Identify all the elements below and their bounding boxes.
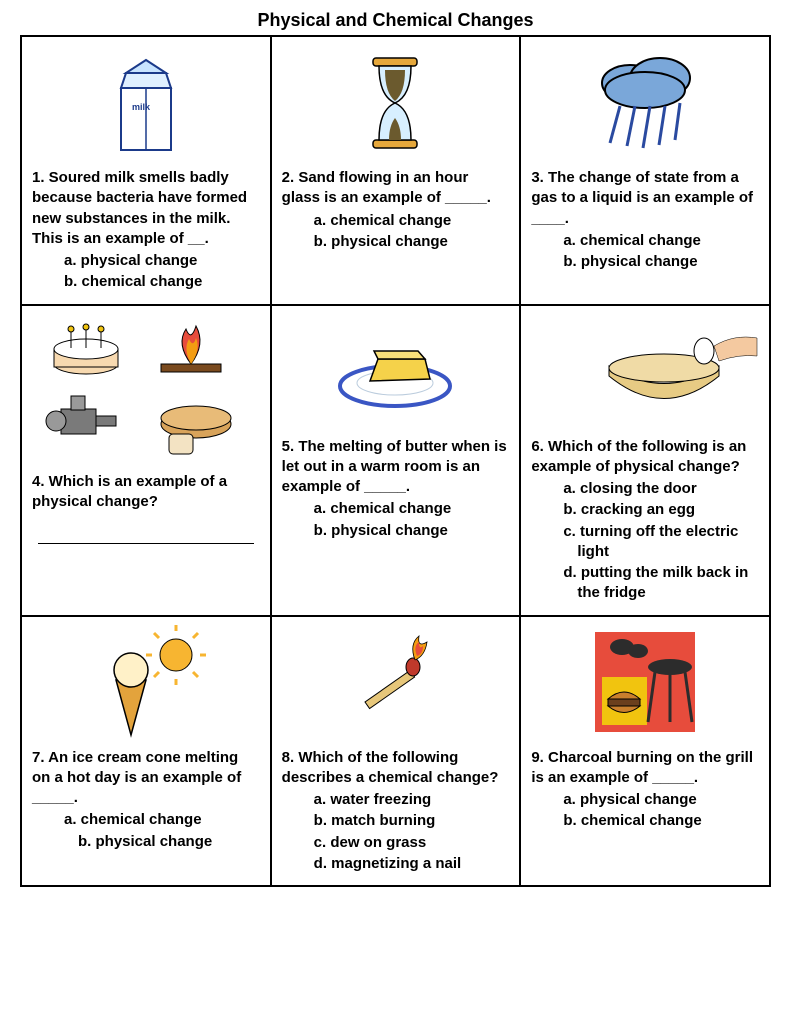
svg-text:milk: milk [132, 102, 151, 112]
hourglass-icon [282, 45, 510, 160]
cell-1: milk 1. Soured milk smells badly because… [21, 36, 271, 305]
page-title: Physical and Chemical Changes [20, 10, 771, 31]
option-3b: b. physical change [563, 252, 759, 272]
question-9: 9. Charcoal burning on the grill is an e… [531, 748, 759, 789]
butter-plate-icon [282, 314, 510, 429]
worksheet-grid: milk 1. Soured milk smells badly because… [20, 35, 771, 887]
option-7b: b. physical change [78, 832, 260, 852]
cell-4: 4. Which is an example of a physical cha… [21, 305, 271, 616]
rain-cloud-icon [531, 45, 759, 160]
option-9b: b. chemical change [563, 811, 759, 831]
option-2b: b. physical change [314, 232, 510, 252]
question-5: 5. The melting of butter when is let out… [282, 437, 510, 498]
option-8a: a. water freezing [314, 790, 510, 810]
options-7: a. chemical change b. physical change [64, 810, 260, 853]
options-6: a. closing the door b. cracking an egg c… [563, 479, 759, 605]
option-8c: c. dew on grass [314, 833, 510, 853]
option-8d: d. magnetizing a nail [314, 854, 510, 874]
option-5a: a. chemical change [314, 499, 510, 519]
option-7a: a. chemical change [64, 810, 260, 830]
milk-carton-icon: milk [32, 45, 260, 160]
option-1b: b. chemical change [64, 272, 260, 292]
option-3a: a. chemical change [563, 231, 759, 251]
question-4: 4. Which is an example of a physical cha… [32, 472, 260, 513]
option-9a: a. physical change [563, 790, 759, 810]
cell-9: 9. Charcoal burning on the grill is an e… [520, 616, 770, 887]
cell-8: 8. Which of the following describes a ch… [271, 616, 521, 887]
cell-3: 3. The change of state from a gas to a l… [520, 36, 770, 305]
options-3: a. chemical change b. physical change [563, 231, 759, 274]
answer-blank-4[interactable] [38, 526, 254, 544]
ice-cream-sun-icon [32, 625, 260, 740]
options-8: a. water freezing b. match burning c. de… [314, 790, 510, 875]
option-1a: a. physical change [64, 251, 260, 271]
question-2: 2. Sand flowing in an hour glass is an e… [282, 168, 510, 209]
cell-5: 5. The melting of butter when is let out… [271, 305, 521, 616]
question-8: 8. Which of the following describes a ch… [282, 748, 510, 789]
cell-2: 2. Sand flowing in an hour glass is an e… [271, 36, 521, 305]
question-3: 3. The change of state from a gas to a l… [531, 168, 759, 229]
cell-6: 6. Which of the following is an example … [520, 305, 770, 616]
option-6b: b. cracking an egg [563, 500, 759, 520]
cake-fire-grinder-bread-icon [32, 314, 260, 464]
options-5: a. chemical change b. physical change [314, 499, 510, 542]
option-5b: b. physical change [314, 521, 510, 541]
options-9: a. physical change b. chemical change [563, 790, 759, 833]
option-6a: a. closing the door [563, 479, 759, 499]
options-2: a. chemical change b. physical change [314, 211, 510, 254]
option-6c: c. turning off the electric light [577, 522, 759, 563]
egg-bowl-icon [531, 314, 759, 429]
question-1: 1. Soured milk smells badly because bact… [32, 168, 260, 249]
option-6d: d. putting the milk back in the fridge [577, 563, 759, 604]
options-1: a. physical change b. chemical change [64, 251, 260, 294]
question-6: 6. Which of the following is an example … [531, 437, 759, 478]
grill-icon [531, 625, 759, 740]
cell-7: 7. An ice cream cone melting on a hot da… [21, 616, 271, 887]
match-icon [282, 625, 510, 740]
option-2a: a. chemical change [314, 211, 510, 231]
question-7: 7. An ice cream cone melting on a hot da… [32, 748, 260, 809]
option-8b: b. match burning [314, 811, 510, 831]
